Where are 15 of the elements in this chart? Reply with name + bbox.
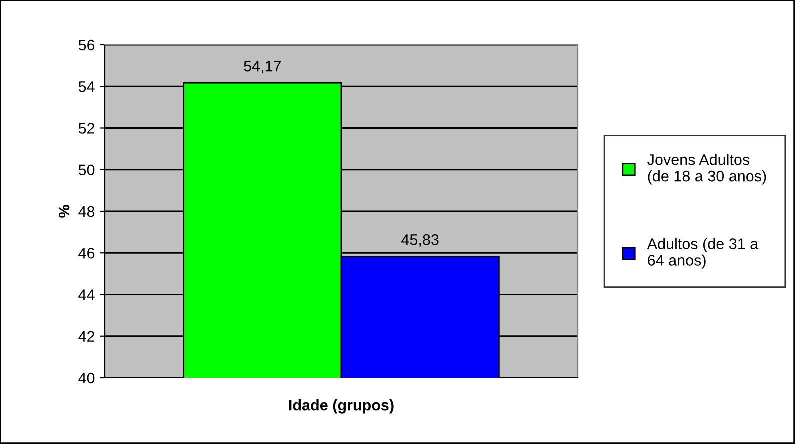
y-tick-label: 52 (78, 123, 95, 134)
y-tick-label: 54 (78, 82, 95, 92)
data-label: 45,83 (402, 234, 439, 248)
y-tick-label: 40 (78, 372, 95, 384)
y-tick-label: 46 (78, 248, 95, 259)
y-tick-label: 50 (78, 164, 95, 176)
y-tick-label: 44 (78, 290, 95, 300)
x-axis-title: Idade (grupos) (289, 400, 394, 414)
legend-label: Jovens Adultos (de 18 a 30 anos) (648, 154, 766, 185)
y-axis-title: % (58, 205, 70, 218)
legend-label: Adultos (de 31 a 64 anos) (647, 238, 759, 269)
y-tick-label: 42 (78, 331, 95, 342)
data-label: 54,17 (244, 61, 282, 74)
y-tick-label: 56 (78, 40, 95, 51)
y-tick-label: 48 (78, 206, 95, 218)
